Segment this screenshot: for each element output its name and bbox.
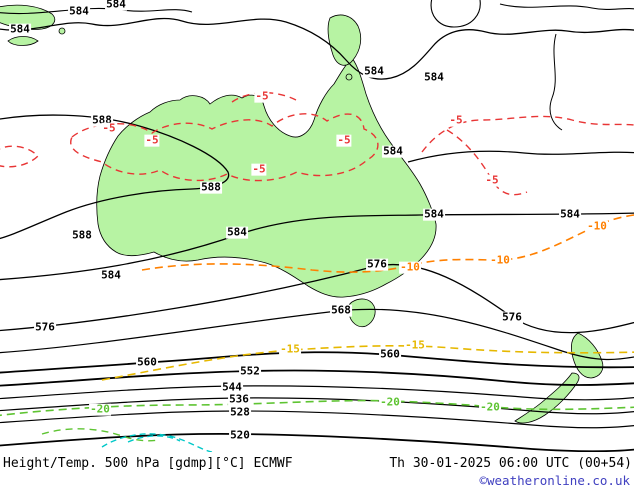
- map-svg: [0, 0, 634, 452]
- height-contour-584-right-wiggle: [550, 34, 562, 130]
- map-datetime: Th 30-01-2025 06:00 UTC (00+54): [389, 456, 632, 471]
- map-title: Height/Temp. 500 hPa [gdmp][°C] ECMWF: [3, 456, 293, 471]
- temp-contour-minus5-east: [422, 116, 634, 152]
- height-contour-584-mid: [0, 213, 634, 280]
- temp-contour-minus20-squiggle: [42, 429, 158, 441]
- height-contour-560: [0, 352, 634, 373]
- height-contour-584-top: [0, 19, 634, 80]
- height-contour-520: [0, 434, 634, 451]
- new-zealand-south-island: [515, 373, 579, 423]
- temp-contour-minus15: [102, 346, 634, 380]
- height-contour-568: [0, 309, 634, 359]
- height-contour-584-top-loop: [431, 0, 480, 27]
- temp-contour-minus25-inner: [128, 436, 180, 442]
- small-island: [59, 28, 65, 34]
- caption-bar: Height/Temp. 500 hPa [gdmp][°C] ECMWF Th…: [0, 452, 634, 490]
- height-contour-544: [0, 386, 634, 400]
- tasmania-landmass: [349, 299, 376, 327]
- temp-contour-minus20: [0, 401, 634, 416]
- height-contour-584-east: [408, 151, 634, 162]
- height-contour-528: [0, 411, 634, 428]
- credit-link[interactable]: ©weatheronline.co.uk: [479, 473, 630, 488]
- australia-landmass: [97, 58, 436, 297]
- map-area: 584 584 584 584 584 584 584 584 584 584 588 588 588 5…: [0, 0, 634, 452]
- indonesia-islands: [0, 5, 55, 29]
- temp-contour-minus5-west-edge: [0, 146, 38, 167]
- temp-contour-minus5-north-arc: [232, 93, 296, 102]
- temp-contour-minus5-east-branch: [447, 130, 527, 195]
- height-contour-552: [0, 370, 634, 386]
- temp-contour-minus25: [102, 434, 212, 452]
- height-contour-584-top-right: [500, 4, 634, 10]
- landmass-group: [0, 5, 603, 423]
- height-contour-536: [0, 398, 634, 414]
- torres-island: [346, 74, 352, 80]
- timor-island: [8, 37, 38, 46]
